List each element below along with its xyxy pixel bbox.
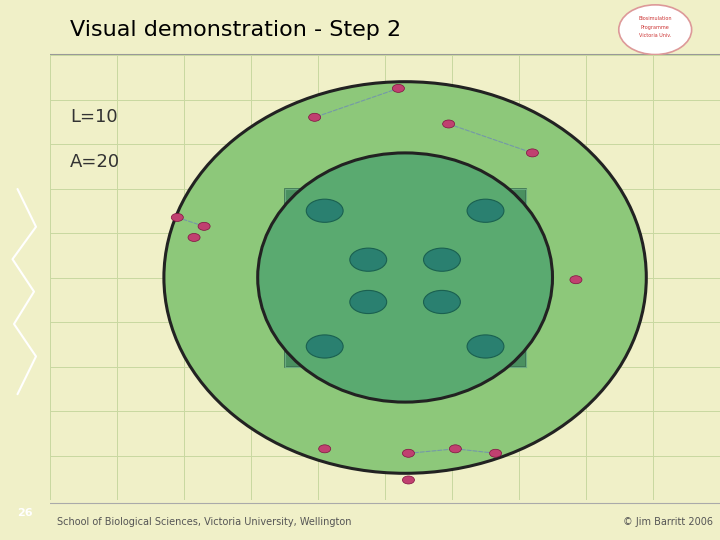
- Ellipse shape: [443, 120, 455, 128]
- Text: 26: 26: [17, 508, 33, 518]
- Ellipse shape: [258, 153, 552, 402]
- Text: School of Biological Sciences, Victoria University, Wellington: School of Biological Sciences, Victoria …: [57, 517, 351, 527]
- Ellipse shape: [402, 476, 415, 484]
- Ellipse shape: [164, 82, 647, 473]
- Ellipse shape: [467, 199, 504, 222]
- Ellipse shape: [306, 335, 343, 358]
- Ellipse shape: [490, 449, 502, 457]
- Ellipse shape: [570, 276, 582, 284]
- Ellipse shape: [467, 335, 504, 358]
- Ellipse shape: [319, 445, 330, 453]
- Ellipse shape: [306, 199, 343, 222]
- Bar: [284, 188, 526, 367]
- Ellipse shape: [423, 248, 460, 271]
- Text: A=20: A=20: [70, 153, 120, 171]
- Text: © Jim Barritt 2006: © Jim Barritt 2006: [624, 517, 714, 527]
- Ellipse shape: [402, 449, 415, 457]
- Ellipse shape: [188, 233, 200, 241]
- Ellipse shape: [392, 84, 405, 92]
- Ellipse shape: [423, 291, 460, 314]
- Ellipse shape: [171, 213, 184, 221]
- Text: Biosimulation: Biosimulation: [639, 16, 672, 21]
- Ellipse shape: [350, 248, 387, 271]
- Circle shape: [618, 5, 692, 55]
- Ellipse shape: [309, 113, 320, 122]
- Ellipse shape: [526, 149, 539, 157]
- Text: L=10: L=10: [70, 109, 118, 126]
- Text: Programme: Programme: [641, 25, 670, 30]
- Ellipse shape: [198, 222, 210, 231]
- Text: Victoria Univ.: Victoria Univ.: [639, 33, 671, 38]
- Ellipse shape: [449, 445, 462, 453]
- Text: Visual demonstration - Step 2: Visual demonstration - Step 2: [70, 20, 401, 40]
- Ellipse shape: [350, 291, 387, 314]
